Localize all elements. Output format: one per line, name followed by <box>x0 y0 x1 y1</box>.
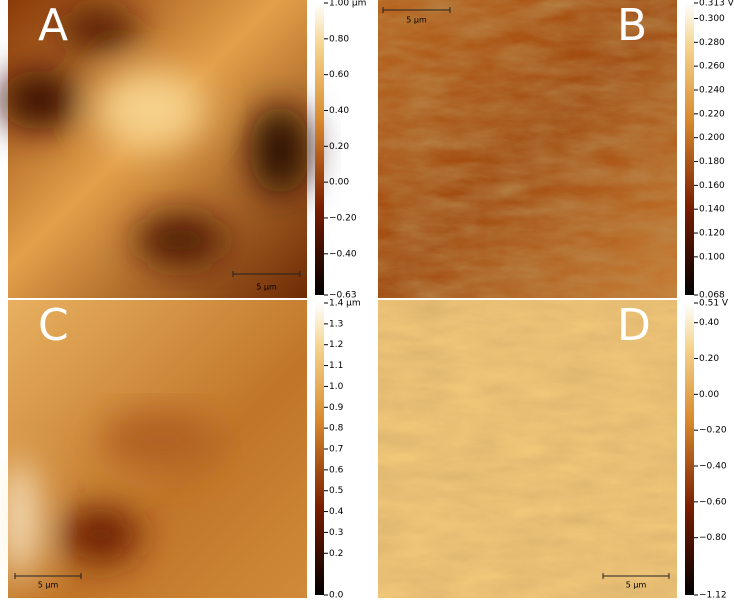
scale-bar-label: 5 µm <box>38 581 59 590</box>
colorbar-tick-label: −1.12 <box>699 591 727 601</box>
panel-label: B <box>617 0 647 51</box>
colorbar-tick-label: −0.20 <box>699 426 727 436</box>
colorbar-tick-label: 0.140 <box>699 205 725 215</box>
colorbar-tick-label: 0.4 <box>329 507 344 517</box>
colorbar-tick-label: 0.00 <box>699 390 719 400</box>
scale-bar-label: 5 µm <box>626 581 647 590</box>
colorbar-tick-label: 0.80 <box>329 34 349 44</box>
colorbar-tick-label: 0.2 <box>329 549 343 559</box>
colorbar-tick-label: 0.7 <box>329 445 343 455</box>
colorbar <box>315 303 324 595</box>
colorbar-tick-label: 0.60 <box>329 70 349 80</box>
colorbar-tick-label: 0.220 <box>699 109 725 119</box>
colorbar <box>685 303 694 595</box>
colorbar-tick-label: 0.240 <box>699 86 725 96</box>
panel-label: C <box>38 300 69 351</box>
colorbar-tick-label: 0.5 <box>329 486 343 496</box>
colorbar-tick-label: 1.3 <box>329 319 343 329</box>
colorbar-tick-label: −0.20 <box>329 213 357 223</box>
colorbar-tick-label: 0.20 <box>699 354 719 364</box>
scale-bar-label: 5 µm <box>406 16 427 25</box>
colorbar-tick-label: 0.180 <box>699 157 725 167</box>
colorbar-tick-label: 0.0 <box>329 591 344 601</box>
colorbar-tick-label: 1.2 <box>329 340 343 350</box>
colorbar-tick-label: 1.1 <box>329 361 343 371</box>
figure: A 5 µm 1.00 µm 0.80 0.60 0.40 0.20 0.00 −0.20 −0.… <box>0 0 735 603</box>
colorbar-tick-label: 0.40 <box>329 106 349 116</box>
colorbar-tick-label: 1.00 µm <box>329 0 366 9</box>
colorbar-tick-label: 0.9 <box>329 403 344 413</box>
colorbar <box>685 3 694 295</box>
colorbar-tick-label: 1.4 µm <box>329 299 361 309</box>
colorbar-tick-label: 0.260 <box>699 62 725 72</box>
colorbar-tick-label: 0.6 <box>329 465 344 475</box>
colorbar-tick-label: 0.313 V <box>699 0 735 9</box>
colorbar-tick-label: 0.280 <box>699 38 725 48</box>
colorbar-tick-label: 0.200 <box>699 133 725 143</box>
colorbar-tick-label: 0.300 <box>699 14 725 24</box>
colorbar-tick-label: 0.51 V <box>699 299 729 309</box>
colorbar-tick-label: 0.160 <box>699 181 725 191</box>
colorbar-tick-label: 0.100 <box>699 252 725 262</box>
colorbar-tick-label: 0.3 <box>329 528 343 538</box>
colorbar-tick-label: −0.80 <box>699 533 727 543</box>
colorbar-tick-label: 0.120 <box>699 229 725 239</box>
colorbar-tick-label: 1.0 <box>329 382 344 392</box>
colorbar <box>315 3 324 295</box>
colorbar-tick-label: −0.60 <box>699 497 727 507</box>
panel-label: A <box>38 0 68 51</box>
panel-label: D <box>617 300 651 351</box>
colorbar-tick-label: 0.00 <box>329 178 349 188</box>
colorbar-tick-label: −0.40 <box>699 462 727 472</box>
colorbar-tick-label: 0.20 <box>329 142 349 152</box>
colorbar-tick-label: −0.40 <box>329 249 357 259</box>
colorbar-tick-label: 0.40 <box>699 318 719 328</box>
colorbar-tick-label: 0.8 <box>329 424 344 434</box>
scale-bar-label: 5 µm <box>256 283 277 292</box>
